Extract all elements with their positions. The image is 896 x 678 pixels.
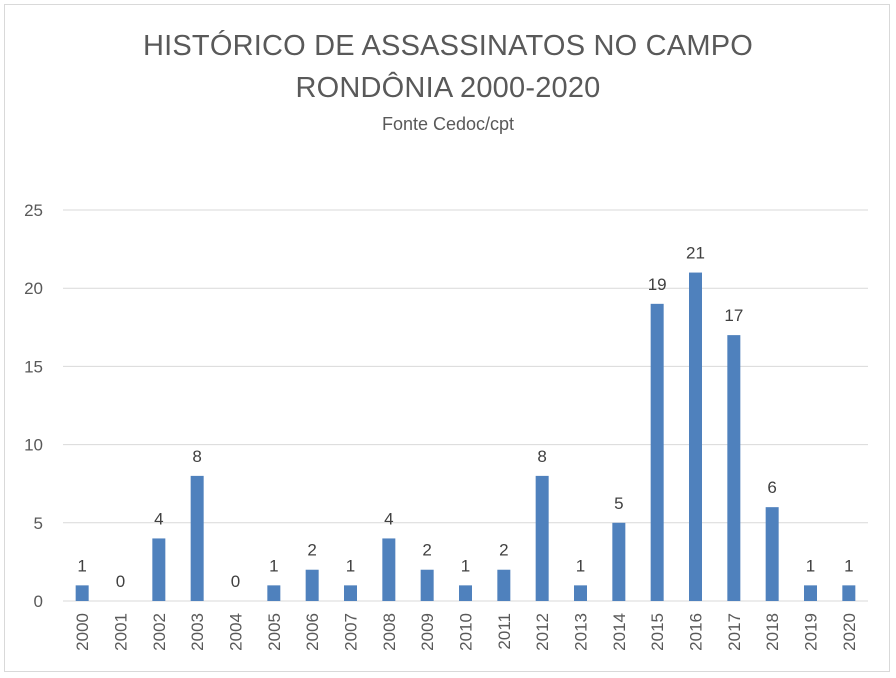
bar xyxy=(727,335,741,601)
data-label: 0 xyxy=(116,572,125,591)
data-label: 0 xyxy=(231,572,240,591)
y-tick-label: 20 xyxy=(24,279,43,298)
bar xyxy=(689,272,702,601)
bar xyxy=(190,475,204,601)
x-tick-label: 2002 xyxy=(150,613,169,651)
bar xyxy=(842,585,856,601)
bar xyxy=(344,585,357,601)
x-tick-label: 2007 xyxy=(342,613,361,651)
data-label: 2 xyxy=(499,541,508,560)
data-label: 1 xyxy=(346,556,355,575)
y-axis-ticks: 0 5 10 15 20 25 xyxy=(24,201,43,611)
x-tick-label: 2000 xyxy=(73,613,92,651)
y-tick-label: 25 xyxy=(24,201,43,220)
x-tick-label: 2005 xyxy=(265,613,284,651)
bar xyxy=(152,538,166,601)
x-tick-label: 2004 xyxy=(227,613,246,651)
x-tick-label: 2012 xyxy=(533,613,552,651)
bar xyxy=(305,569,319,601)
chart-frame xyxy=(4,4,890,672)
data-label: 8 xyxy=(537,447,546,466)
bar xyxy=(804,585,817,601)
x-tick-label: 2016 xyxy=(687,613,706,651)
bar xyxy=(75,585,89,601)
data-label: 4 xyxy=(384,509,393,528)
y-tick-label: 10 xyxy=(24,436,43,455)
data-label: 1 xyxy=(269,556,278,575)
x-tick-label: 2011 xyxy=(495,613,514,650)
x-tick-label: 2018 xyxy=(763,613,782,651)
data-label: 4 xyxy=(154,509,163,528)
x-tick-label: 2019 xyxy=(802,613,821,651)
data-label: 1 xyxy=(576,556,585,575)
x-tick-label: 2020 xyxy=(840,613,859,651)
bar xyxy=(267,585,281,601)
data-label: 6 xyxy=(767,478,776,497)
chart-title-line2: RONDÔNIA 2000-2020 xyxy=(295,72,601,104)
y-tick-label: 15 xyxy=(24,357,43,376)
bar xyxy=(765,507,779,601)
bar xyxy=(574,585,587,601)
x-tick-label: 2010 xyxy=(457,613,476,651)
data-label: 2 xyxy=(307,541,316,560)
chart-title-line1: HISTÓRICO DE ASSASSINATOS NO CAMPO xyxy=(142,30,753,62)
data-label: 19 xyxy=(648,275,667,294)
x-tick-label: 2008 xyxy=(380,613,399,651)
data-label: 8 xyxy=(192,447,201,466)
grid-lines xyxy=(63,209,868,602)
data-label: 1 xyxy=(806,556,815,575)
x-tick-label: 2017 xyxy=(725,613,744,651)
x-tick-label: 2014 xyxy=(610,613,629,651)
data-label: 17 xyxy=(724,306,743,325)
data-label: 1 xyxy=(844,556,853,575)
x-tick-label: 2001 xyxy=(112,613,131,651)
x-tick-label: 2013 xyxy=(572,613,591,651)
bar xyxy=(382,538,396,601)
data-label: 1 xyxy=(461,556,470,575)
bar xyxy=(420,569,434,601)
data-label: 21 xyxy=(686,244,705,263)
y-tick-label: 5 xyxy=(34,514,43,533)
x-tick-label: 2006 xyxy=(303,613,322,651)
x-axis-ticks: 2000 2001 2002 2003 2004 2005 2006 2007 2008 2009… xyxy=(73,613,859,651)
data-label: 5 xyxy=(614,494,623,513)
bar xyxy=(612,522,626,601)
bar xyxy=(497,569,511,601)
x-tick-label: 2009 xyxy=(418,613,437,651)
bar xyxy=(650,303,664,601)
y-tick-label: 0 xyxy=(34,592,43,611)
chart-subtitle: Fonte Cedoc/cpt xyxy=(381,114,515,134)
data-label: 2 xyxy=(422,541,431,560)
bar xyxy=(459,585,472,601)
bars xyxy=(75,272,856,601)
x-tick-label: 2015 xyxy=(648,613,667,651)
bar xyxy=(535,475,549,601)
data-label: 1 xyxy=(77,556,86,575)
x-tick-label: 2003 xyxy=(188,613,207,651)
